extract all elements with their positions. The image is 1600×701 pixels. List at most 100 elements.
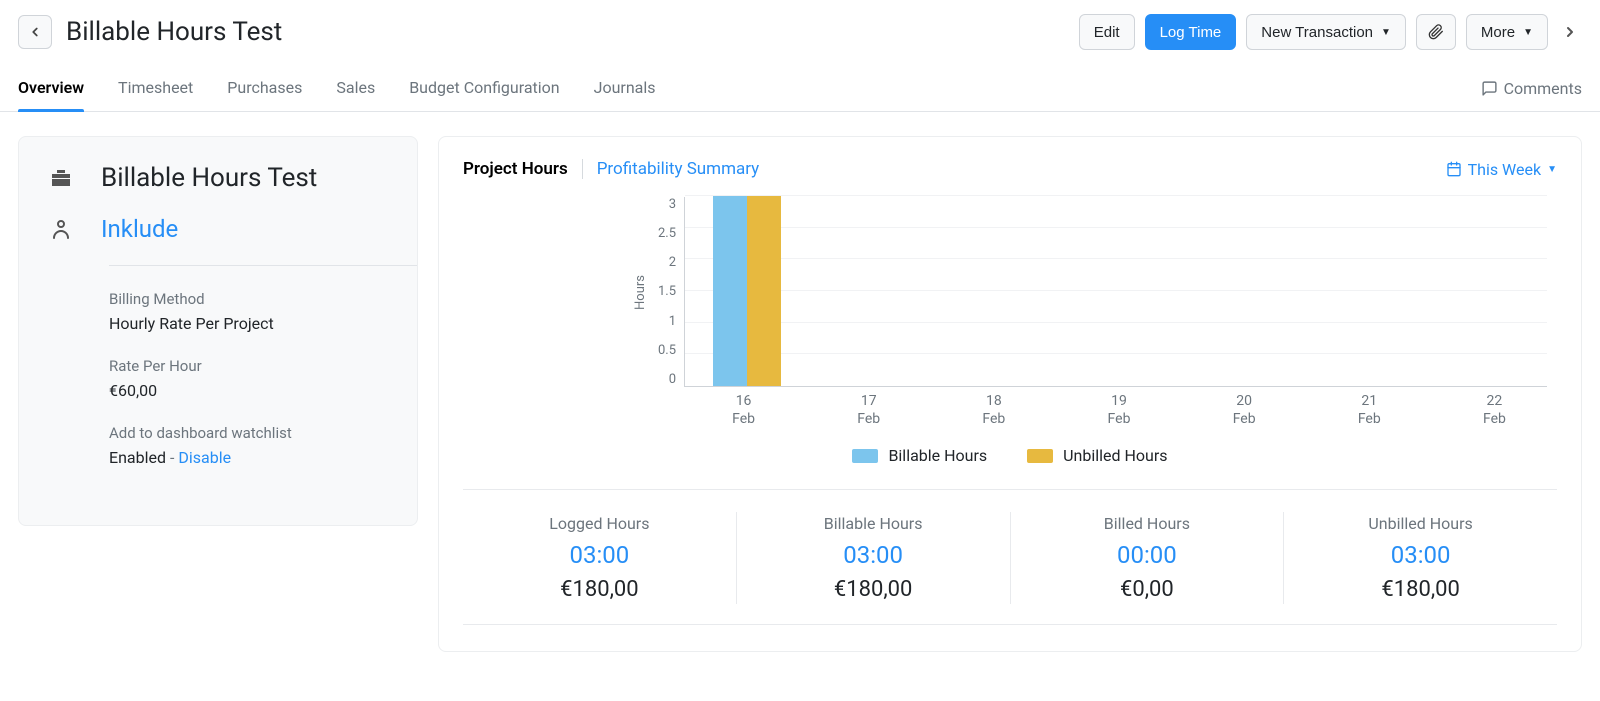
- legend-swatch: [1027, 449, 1053, 463]
- back-button[interactable]: [18, 15, 52, 49]
- project-side-card: Billable Hours Test Inklude Billing Meth…: [18, 136, 418, 526]
- page-title: Billable Hours Test: [66, 17, 282, 47]
- caret-down-icon: ▼: [1523, 27, 1533, 38]
- watchlist-status: Enabled: [109, 448, 166, 467]
- stat-card: Unbilled Hours03:00€180,00: [1284, 512, 1557, 604]
- chart-legend: Billable Hours Unbilled Hours: [463, 446, 1557, 465]
- tab-timesheet[interactable]: Timesheet: [118, 66, 193, 111]
- stat-card: Billable Hours 03:00 €180,00: [737, 512, 1011, 604]
- rate-value: €60,00: [109, 381, 387, 400]
- client-row: Inklude: [49, 215, 387, 243]
- tab-sales[interactable]: Sales: [336, 66, 375, 111]
- new-transaction-label: New Transaction: [1261, 24, 1373, 41]
- main-top-bar: Project Hours Profitability Summary This…: [463, 159, 1557, 179]
- y-tick: 1: [658, 314, 676, 329]
- stat-label: Billed Hours: [1019, 514, 1276, 533]
- billing-method-value: Hourly Rate Per Project: [109, 314, 387, 333]
- x-tick: 20Feb: [1182, 393, 1307, 428]
- x-tick: 16Feb: [681, 393, 806, 428]
- x-tick: 21Feb: [1307, 393, 1432, 428]
- stat-card: Billed Hours 00:00 €0,00: [1011, 512, 1285, 604]
- stat-amount: €0,00: [1019, 577, 1276, 602]
- gridline: [685, 353, 1547, 354]
- page-header: Billable Hours Test Edit Log Time New Tr…: [0, 0, 1600, 66]
- legend-label: Billable Hours: [888, 446, 987, 465]
- comments-label: Comments: [1504, 79, 1582, 98]
- header-actions: Edit Log Time New Transaction ▼ More ▼: [1079, 14, 1582, 50]
- more-button[interactable]: More ▼: [1466, 14, 1548, 50]
- rate-label: Rate Per Hour: [109, 357, 387, 375]
- y-tick: 0.5: [658, 343, 676, 358]
- attachment-button[interactable]: [1416, 14, 1456, 50]
- bar-billable: [713, 196, 747, 386]
- chevron-right-icon: [1562, 24, 1578, 40]
- tabs: Overview Timesheet Purchases Sales Budge…: [18, 66, 656, 111]
- stats-bottom-divider: [463, 624, 1557, 625]
- x-tick: 19Feb: [1056, 393, 1181, 428]
- y-tick: 1.5: [658, 284, 676, 299]
- stat-hours: 03:00: [471, 541, 728, 569]
- comments-link[interactable]: Comments: [1481, 79, 1582, 98]
- x-tick: 17Feb: [806, 393, 931, 428]
- gridline: [685, 322, 1547, 323]
- client-link[interactable]: Inklude: [101, 215, 178, 243]
- stat-hours: 03:00: [745, 541, 1002, 569]
- chevron-left-icon: [28, 25, 42, 39]
- dash: -: [166, 448, 178, 467]
- gridline: [685, 227, 1547, 228]
- watchlist-value-line: Enabled - Disable: [109, 448, 387, 467]
- y-tick: 2.5: [658, 226, 676, 241]
- project-name-row: Billable Hours Test: [49, 163, 387, 193]
- comment-icon: [1481, 80, 1498, 97]
- watchlist-label: Add to dashboard watchlist: [109, 424, 387, 442]
- x-ticks: 16Feb17Feb18Feb19Feb20Feb21Feb22Feb: [681, 393, 1557, 428]
- watchlist-toggle-link[interactable]: Disable: [178, 448, 231, 467]
- gridline: [685, 195, 1547, 196]
- legend-swatch: [852, 449, 878, 463]
- subtab-project-hours[interactable]: Project Hours: [463, 159, 582, 179]
- gridline: [685, 258, 1547, 259]
- stat-label: Unbilled Hours: [1292, 514, 1549, 533]
- y-ticks: 3 2.5 2 1.5 1 0.5 0: [658, 197, 684, 387]
- period-picker[interactable]: This Week ▼: [1446, 160, 1557, 179]
- new-transaction-button[interactable]: New Transaction ▼: [1246, 14, 1406, 50]
- caret-down-icon: ▼: [1547, 164, 1557, 175]
- subtab-profitability[interactable]: Profitability Summary: [582, 159, 774, 179]
- legend-item: Billable Hours: [852, 446, 987, 465]
- next-arrow[interactable]: [1558, 24, 1582, 40]
- y-tick: 2: [658, 255, 676, 270]
- tab-budget-config[interactable]: Budget Configuration: [409, 66, 559, 111]
- caret-down-icon: ▼: [1381, 27, 1391, 38]
- chart-plot-area: [684, 197, 1547, 387]
- legend-label: Unbilled Hours: [1063, 446, 1167, 465]
- tab-purchases[interactable]: Purchases: [227, 66, 302, 111]
- log-time-button[interactable]: Log Time: [1145, 14, 1237, 50]
- rate-block: Rate Per Hour €60,00: [109, 357, 387, 400]
- stat-label: Logged Hours: [471, 514, 728, 533]
- gridline: [685, 290, 1547, 291]
- main-card: Project Hours Profitability Summary This…: [438, 136, 1582, 652]
- legend-item: Unbilled Hours: [1027, 446, 1167, 465]
- stat-label: Billable Hours: [745, 514, 1002, 533]
- stat-card: Logged Hours 03:00 €180,00: [463, 512, 737, 604]
- watchlist-block: Add to dashboard watchlist Enabled - Dis…: [109, 424, 387, 467]
- hours-chart: Hours 32.521.510.50: [633, 197, 1547, 387]
- side-divider: [109, 265, 417, 266]
- calendar-icon: [1446, 161, 1462, 177]
- tab-bar: Overview Timesheet Purchases Sales Budge…: [0, 66, 1600, 112]
- x-tick: 18Feb: [931, 393, 1056, 428]
- header-left: Billable Hours Test: [18, 15, 282, 49]
- stat-amount: €180,00: [745, 577, 1002, 602]
- tab-overview[interactable]: Overview: [18, 66, 84, 111]
- edit-button[interactable]: Edit: [1079, 14, 1135, 50]
- stat-amount: €180,00: [471, 577, 728, 602]
- stat-hours: 03:00: [1292, 541, 1549, 569]
- stats-row: Logged Hours 03:00 €180,00 Billable Hours 03…: [463, 489, 1557, 604]
- y-tick: 0: [658, 372, 676, 387]
- billing-method-label: Billing Method: [109, 290, 387, 308]
- y-tick: 3: [658, 197, 676, 212]
- more-label: More: [1481, 24, 1515, 41]
- paperclip-icon: [1428, 24, 1444, 40]
- tab-journals[interactable]: Journals: [594, 66, 656, 111]
- stat-hours: 00:00: [1019, 541, 1276, 569]
